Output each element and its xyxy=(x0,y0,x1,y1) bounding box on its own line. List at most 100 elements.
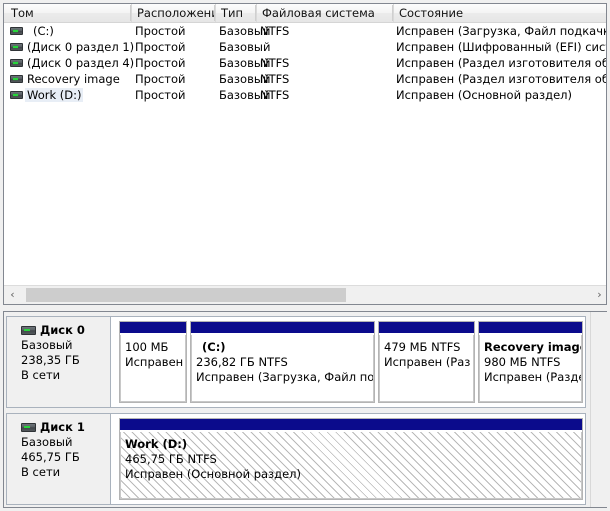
disk-type: Базовый xyxy=(21,338,73,352)
scroll-left-arrow-icon[interactable]: ‹ xyxy=(4,286,21,304)
partition-size: 980 МБ NTFS xyxy=(484,355,561,369)
partition-status: Исправен xyxy=(125,355,184,369)
disk-icon xyxy=(21,423,36,432)
table-row[interactable]: (C:) Простой Базовый NTFS Исправен (Загрузка… xyxy=(4,23,607,39)
disk-state: В сети xyxy=(21,465,61,479)
partition-size: 100 МБ xyxy=(125,340,169,354)
drive-icon xyxy=(10,43,23,51)
graphical-view-pane: Диск 0 Базовый 238,35 ГБ В сети 100 МБ Исправ… xyxy=(3,311,607,508)
cell-location: Простой xyxy=(135,40,186,54)
partition-color-bar xyxy=(120,419,582,431)
partition-color-bar xyxy=(191,322,374,334)
cell-filesystem: NTFS xyxy=(260,72,290,86)
partition-block[interactable]: 479 МБ NTFS Исправен (Раз xyxy=(378,321,475,403)
cell-location: Простой xyxy=(135,72,186,86)
cell-status: Исправен (Основной раздел) xyxy=(396,88,573,102)
volume-list-rows: (C:) Простой Базовый NTFS Исправен (Загрузка… xyxy=(4,23,607,285)
partition-title: (C:) xyxy=(202,340,226,354)
drive-icon xyxy=(10,59,23,67)
disk-title: Диск 1 xyxy=(21,420,110,435)
disk-row[interactable]: Диск 0 Базовый 238,35 ГБ В сети 100 МБ Исправ… xyxy=(6,316,586,408)
partition-body: 479 МБ NTFS Исправен (Раз xyxy=(379,335,474,402)
table-row[interactable]: (Диск 0 раздел 4) Простой Базовый NTFS Испра… xyxy=(4,55,607,71)
disk-capacity: 465,75 ГБ xyxy=(21,450,80,464)
cell-type: Базовый xyxy=(219,72,271,86)
cell-status: Исправен (Раздел изготовителя обор xyxy=(396,56,607,70)
table-row[interactable]: (Диск 0 раздел 1) Простой Базовый Исправен … xyxy=(4,39,607,55)
cell-volume: (C:) xyxy=(33,24,54,38)
cell-filesystem: NTFS xyxy=(260,56,290,70)
partition-body: (C:) 236,82 ГБ NTFS Исправен (Загрузка, Фа… xyxy=(191,335,374,402)
cell-location: Простой xyxy=(135,56,186,70)
partition-body: 100 МБ Исправен xyxy=(120,335,186,402)
cell-location: Простой xyxy=(135,88,186,102)
partition-status: Исправен (Основной раздел) xyxy=(125,467,302,481)
pane-splitter[interactable] xyxy=(3,306,607,312)
partition-color-bar xyxy=(479,322,582,334)
disk-title: Диск 0 xyxy=(21,323,110,338)
cell-volume: (Диск 0 раздел 1) xyxy=(27,40,135,54)
column-header[interactable]: Том xyxy=(6,4,132,22)
partition-status: Исправен (Раз xyxy=(384,355,471,369)
partition-size: 479 МБ NTFS xyxy=(384,340,461,354)
partition-block[interactable]: (C:) 236,82 ГБ NTFS Исправен (Загрузка, Фа… xyxy=(190,321,375,403)
column-header[interactable]: Файловая система xyxy=(257,4,394,22)
cell-status: Исправен (Загрузка, Файл подкачки, xyxy=(396,24,607,38)
cell-status: Исправен (Раздел изготовителя обор xyxy=(396,72,607,86)
cell-volume: (Диск 0 раздел 4) xyxy=(27,56,135,70)
disk-list-container: Диск 0 Базовый 238,35 ГБ В сети 100 МБ Исправ… xyxy=(4,312,590,507)
partition-size: 465,75 ГБ NTFS xyxy=(125,452,217,466)
partition-color-bar xyxy=(379,322,474,334)
partition-strip: Work (D:) 465,75 ГБ NTFS Исправен (Основно… xyxy=(111,414,585,504)
partition-title: Work (D:) xyxy=(125,437,188,451)
disk-state: В сети xyxy=(21,368,61,382)
partition-strip: 100 МБ Исправен (C:) 236,82 ГБ NTFS Исправен… xyxy=(111,317,585,407)
cell-type: Базовый xyxy=(219,88,271,102)
disk-capacity: 238,35 ГБ xyxy=(21,353,80,367)
cell-type: Базовый xyxy=(219,24,271,38)
partition-body: Recovery image 980 МБ NTFS Исправен (Разде xyxy=(479,335,582,402)
graphical-view-vertical-scrollbar[interactable] xyxy=(590,312,607,507)
partition-status: Исправен (Разде xyxy=(484,370,582,384)
partition-block[interactable]: Recovery image 980 МБ NTFS Исправен (Разде xyxy=(478,321,583,403)
drive-icon xyxy=(10,91,23,99)
cell-volume: Work (D:) xyxy=(4,87,155,103)
disk-title-label: Диск 1 xyxy=(40,420,85,434)
column-header[interactable]: Расположение xyxy=(132,4,216,22)
drive-icon xyxy=(10,27,23,35)
cell-volume-text: Work (D:) xyxy=(25,88,84,102)
cell-type: Базовый xyxy=(219,40,271,54)
scroll-right-arrow-icon[interactable]: › xyxy=(591,286,606,304)
partition-status: Исправен (Загрузка, Файл подк xyxy=(196,370,374,384)
cell-location: Простой xyxy=(135,24,186,38)
cell-type: Базовый xyxy=(219,56,271,70)
partition-size: 236,82 ГБ NTFS xyxy=(196,355,288,369)
partition-color-bar xyxy=(120,322,186,334)
horizontal-scroll-thumb[interactable] xyxy=(26,288,346,302)
cell-volume: Recovery image xyxy=(27,72,120,86)
cell-filesystem: NTFS xyxy=(260,24,290,38)
partition-body: Work (D:) 465,75 ГБ NTFS Исправен (Основно… xyxy=(120,432,582,499)
volume-list-pane: ТомРасположениеТипФайловая системаСостоя… xyxy=(3,3,607,305)
disk-row[interactable]: Диск 1 Базовый 465,75 ГБ В сети Work (D:) 465… xyxy=(6,413,586,505)
column-header[interactable]: Тип xyxy=(216,4,257,22)
disk-info-panel[interactable]: Диск 0 Базовый 238,35 ГБ В сети xyxy=(7,317,111,407)
disk-info-panel[interactable]: Диск 1 Базовый 465,75 ГБ В сети xyxy=(7,414,111,504)
cell-status: Исправен (Шифрованный (EFI) систе xyxy=(396,40,607,54)
volume-list-header: ТомРасположениеТипФайловая системаСостоя… xyxy=(4,4,606,23)
drive-icon xyxy=(10,75,23,83)
table-row[interactable]: Recovery image Простой Базовый NTFS Исправен… xyxy=(4,71,607,87)
partition-title: Recovery image xyxy=(484,340,582,354)
table-row[interactable]: Work (D:) Простой Базовый NTFS Исправен (Осн… xyxy=(4,87,606,103)
volume-list-horizontal-scrollbar[interactable]: ‹ › xyxy=(4,285,606,304)
column-header[interactable]: Состояние xyxy=(394,4,606,22)
partition-block[interactable]: Work (D:) 465,75 ГБ NTFS Исправен (Основно… xyxy=(119,418,583,500)
disk-icon xyxy=(21,326,36,335)
disk-type: Базовый xyxy=(21,435,73,449)
cell-filesystem xyxy=(260,39,318,55)
disk-title-label: Диск 0 xyxy=(40,323,85,337)
horizontal-scroll-track[interactable] xyxy=(21,286,591,304)
cell-filesystem: NTFS xyxy=(260,88,290,102)
partition-block[interactable]: 100 МБ Исправен xyxy=(119,321,187,403)
